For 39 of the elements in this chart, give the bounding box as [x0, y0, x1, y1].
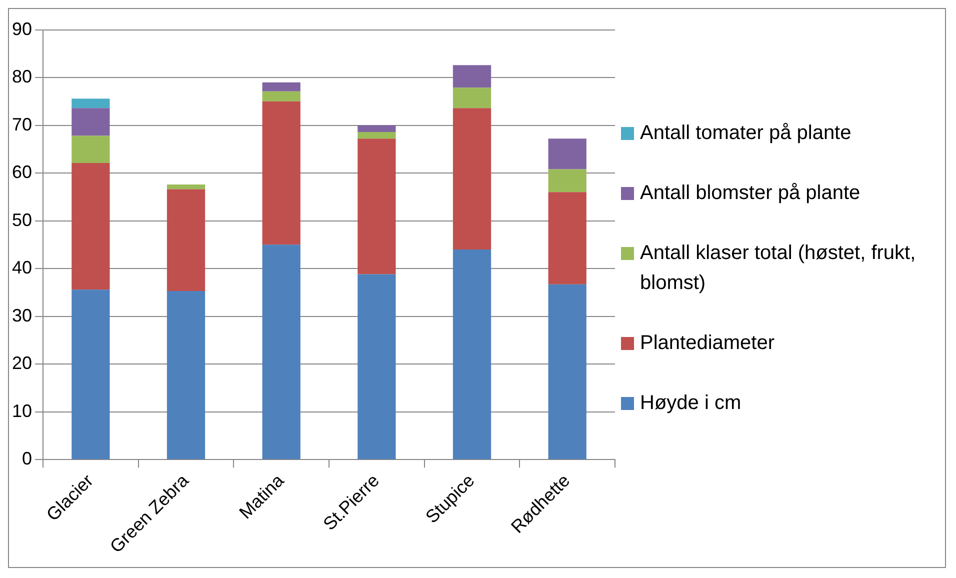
bar — [166, 184, 206, 189]
y-tick-label: 20 — [12, 352, 32, 373]
legend-label: Antall klaser total (høstet, frukt, blomst) — [640, 241, 917, 296]
bar — [452, 248, 492, 459]
bar — [358, 274, 396, 459]
y-tick-label: 80 — [12, 66, 32, 86]
y-tick-label: 40 — [12, 257, 32, 278]
bar — [72, 162, 110, 290]
bar — [72, 108, 110, 136]
bar — [452, 87, 492, 108]
bar — [72, 98, 110, 108]
legend-label: Antall tomater på plante — [640, 121, 852, 146]
y-tick-label: 70 — [12, 114, 32, 134]
bar — [262, 100, 300, 244]
y-tick-label: 10 — [12, 400, 32, 420]
bar — [166, 290, 206, 459]
bar — [358, 138, 396, 274]
legend-label: Plantediameter — [640, 331, 775, 356]
legend-label: Høyde i cm — [640, 391, 742, 416]
bar — [548, 138, 586, 169]
bar — [548, 192, 586, 284]
bar — [358, 131, 396, 138]
bar — [452, 108, 492, 249]
y-tick-label: 0 — [22, 448, 32, 468]
legend-label: Antall blomster på plante — [640, 181, 860, 206]
y-tick-label: 50 — [12, 209, 32, 230]
bar — [548, 168, 586, 192]
bar — [262, 90, 300, 101]
bar — [166, 188, 206, 291]
bar — [72, 135, 110, 163]
bar — [548, 284, 586, 459]
y-tick-label: 30 — [12, 304, 32, 325]
bar — [262, 244, 300, 459]
y-tick-label: 60 — [12, 162, 32, 182]
bar — [262, 82, 300, 91]
bar — [72, 289, 110, 459]
y-tick-label: 90 — [12, 18, 32, 38]
bar — [358, 124, 396, 132]
bar — [452, 64, 492, 88]
